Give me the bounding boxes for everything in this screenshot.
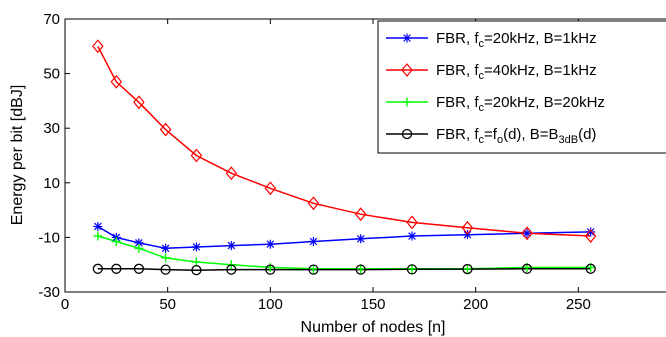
series-1-point xyxy=(191,242,201,252)
legend-subscript: 3dB xyxy=(559,134,579,146)
legend-subscript: c xyxy=(479,102,485,114)
legend-text-part: =20kHz, B=20kHz xyxy=(484,94,605,111)
series-3-point xyxy=(462,264,472,274)
legend-text-part: =f xyxy=(484,126,498,143)
legend-marker xyxy=(401,128,413,140)
series-3-point xyxy=(407,264,417,274)
series-4-point xyxy=(226,264,237,275)
legend-subscript: o xyxy=(497,134,503,146)
y-tick-label: 10 xyxy=(43,175,60,192)
series-1-point xyxy=(161,243,171,253)
x-tick-label: 0 xyxy=(61,296,69,313)
y-axis-title: Energy per bit [dBJ] xyxy=(9,85,26,226)
legend-marker xyxy=(402,33,412,43)
series-3-point xyxy=(111,236,121,246)
series-3-point xyxy=(265,262,275,272)
legend-item: FBR, fc=20kHz, B=1kHz xyxy=(386,30,597,50)
legend-subscript: c xyxy=(479,38,485,50)
series-4-point xyxy=(160,264,171,275)
legend-item: FBR, fc=40kHz, B=1kHz xyxy=(386,62,597,82)
x-axis-title: Number of nodes [n] xyxy=(301,319,446,336)
series-1-point xyxy=(93,221,103,231)
series-3-point xyxy=(356,264,366,274)
series-2-point xyxy=(406,215,418,230)
series-1-point xyxy=(586,227,596,237)
x-tick-label: 200 xyxy=(463,296,488,313)
legend-marker xyxy=(401,63,413,77)
series-2-point xyxy=(225,166,238,181)
legend-text-part: =20kHz, B=1kHz xyxy=(484,30,597,47)
series-1-point xyxy=(356,234,366,244)
y-tick-label: 50 xyxy=(43,66,60,83)
legend-label: FBR, fc=20kHz, B=1kHz xyxy=(436,30,597,50)
series-3-point xyxy=(134,243,144,253)
series-4-point xyxy=(521,263,533,274)
legend-label: FBR, fc=fo(d), B=B3dB(d) xyxy=(436,126,596,146)
legend-subscript: c xyxy=(479,134,485,146)
legend-text-part: FBR, f xyxy=(436,126,479,143)
series-2-point xyxy=(133,95,145,110)
series-2-point xyxy=(461,220,474,235)
series-line-2 xyxy=(97,45,591,237)
legend-label: FBR, fc=20kHz, B=20kHz xyxy=(436,94,605,114)
series-4-point xyxy=(308,264,319,275)
legend-marker xyxy=(402,97,412,107)
legend-text-part: FBR, f xyxy=(436,62,479,79)
series-1-point xyxy=(226,241,236,251)
y-tick-label: 30 xyxy=(43,120,60,137)
series-3-point xyxy=(93,231,103,241)
series-4-point xyxy=(133,263,145,274)
x-tick-label: 50 xyxy=(159,296,176,313)
y-tick-label: -10 xyxy=(38,229,60,246)
x-tick-label: 100 xyxy=(258,296,283,313)
legend-item: FBR, fc=20kHz, B=20kHz xyxy=(386,94,605,114)
series-2-point xyxy=(110,74,123,89)
legend-item: FBR, fc=fo(d), B=B3dB(d) xyxy=(386,126,596,146)
series-2-point xyxy=(190,148,203,163)
series-3-point xyxy=(191,257,201,267)
series-2-point xyxy=(521,226,533,241)
series-2-point xyxy=(584,229,597,243)
series-3-point xyxy=(161,253,171,263)
y-tick-label: 70 xyxy=(43,11,60,28)
legend-text-part: FBR, f xyxy=(436,94,479,111)
series-2-point xyxy=(92,39,104,54)
legend-text-part: (d) xyxy=(578,126,596,143)
series-markers xyxy=(92,39,597,276)
series-4-point xyxy=(92,263,104,274)
legend-text-part: =40kHz, B=1kHz xyxy=(484,62,597,79)
legend-text-part: FBR, f xyxy=(436,30,479,47)
series-1-point xyxy=(265,239,275,249)
legend-subscript: c xyxy=(479,70,485,82)
series-2-point xyxy=(307,196,320,211)
series-4-point xyxy=(585,263,596,274)
series-1-point xyxy=(308,236,318,246)
legend-box xyxy=(377,20,666,154)
legend-text-part: (d), B=B xyxy=(503,126,558,143)
series-2-point xyxy=(264,181,277,196)
x-tick-label: 250 xyxy=(566,296,591,313)
series-4-point xyxy=(265,264,276,275)
series-4-point xyxy=(111,263,122,274)
series-4-point xyxy=(355,264,366,275)
series-2-point xyxy=(159,122,172,137)
series-4-point xyxy=(462,263,473,275)
legend-label: FBR, fc=40kHz, B=1kHz xyxy=(436,62,597,82)
series-4-point xyxy=(406,264,418,275)
series-4-point xyxy=(191,265,202,276)
series-3-point xyxy=(308,264,318,274)
series-2-point xyxy=(354,207,367,222)
y-tick-label: -30 xyxy=(38,284,60,301)
x-tick-label: 150 xyxy=(360,296,385,313)
series-1-point xyxy=(407,231,417,241)
series-1-point xyxy=(522,228,532,238)
